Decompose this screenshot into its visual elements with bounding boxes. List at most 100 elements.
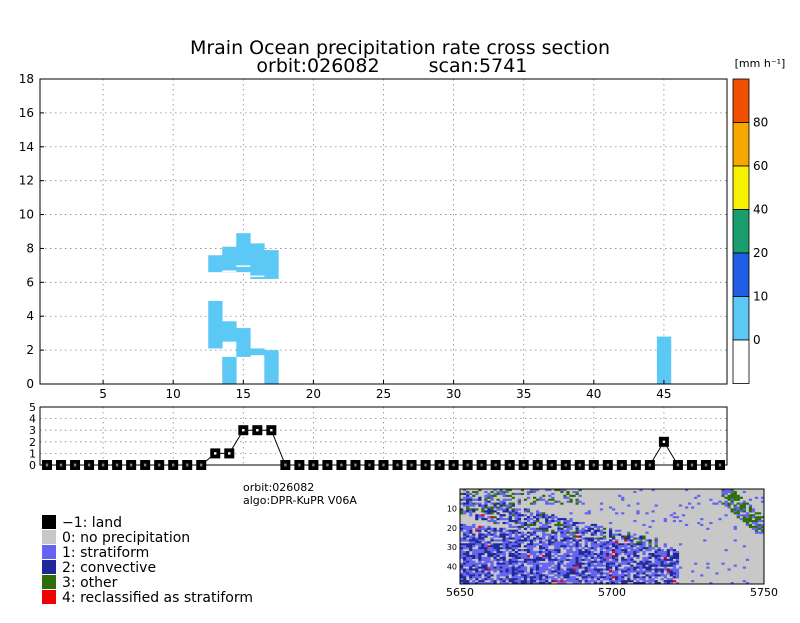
map-cell [496,535,500,538]
map-cell [575,529,579,532]
map-cell [523,578,528,581]
map-cell [526,574,531,577]
map-cell [751,516,756,519]
map-cell [514,562,518,565]
map-cell [593,549,597,552]
map-cell [557,554,561,558]
y-tick-label: 8 [26,241,34,255]
map-cell [584,566,588,569]
map-cell [508,531,512,534]
map-cell [526,523,531,527]
map-cell [648,541,652,544]
map-cell [505,578,509,581]
map-cell [517,518,521,521]
map-cell [557,527,561,530]
map-cell [542,529,546,532]
map-cell [496,578,500,581]
map-cell [469,535,473,538]
map-cell [520,492,525,496]
map-cell [684,523,689,527]
map-cell [545,556,549,559]
map-cell [575,564,579,567]
map-cell [511,541,515,544]
map-cell [526,558,531,561]
map-cell [675,568,680,571]
colorbar-box [732,78,750,123]
map-cell [657,549,661,552]
map-cell [560,545,564,548]
map-cell [502,508,506,511]
map-cell [481,547,485,550]
map-cell [545,502,549,505]
map-cell [566,576,570,579]
map-cell [560,580,564,583]
map-cell [757,531,762,534]
map-cell [688,502,692,505]
map-cell [739,506,743,509]
map-cell [472,541,476,544]
map-cell [615,533,619,536]
map-cell [542,578,546,581]
map-cell [563,529,567,532]
map-cell [475,543,479,546]
map-cell [514,535,518,538]
map-cell [499,543,503,546]
map-cell [590,554,594,558]
map-cell [730,490,734,494]
map-cell [532,543,537,546]
map-cell [499,562,503,565]
map-cell [517,516,521,519]
map-cell [481,558,485,561]
map-cell [618,545,622,548]
map-cell [678,520,683,523]
map-cell [654,554,658,558]
map-cell [645,568,649,571]
map-cell [554,547,558,550]
map-cell [460,547,464,550]
map-cell [654,556,658,559]
map-cell [651,554,655,558]
map-cell [599,525,604,528]
map-cell [593,556,597,559]
map-cell [514,582,518,585]
map-cell [627,533,631,536]
map-cell [484,566,488,569]
map-cell [615,512,619,515]
map-cell [463,574,467,577]
map-cell [627,543,631,546]
map-cell [490,498,494,501]
map-cell [602,551,607,554]
map-cell [493,566,497,569]
map-cell [484,556,488,559]
map-cell [593,533,597,536]
map-cell [745,520,749,523]
map-cell [593,558,597,561]
map-cell [475,518,479,521]
map-cell [493,510,497,513]
map-cell [481,545,485,548]
map-cell [748,498,753,501]
map-cell [472,498,476,501]
map-cell [532,568,537,571]
map-cell [608,566,613,569]
map-cell [520,539,525,542]
map-cell [502,543,506,546]
map-cell [636,510,640,513]
map-cell [587,510,591,513]
map-cell [569,525,573,528]
map-cell [590,580,594,583]
map-cell [505,582,509,585]
map-cell [539,498,543,501]
map-cell [475,539,479,542]
map-cell [520,556,525,559]
map-cell [566,545,570,548]
map-cell [742,504,746,507]
map-cell [463,552,467,556]
map-cell [557,525,561,528]
map-cell [472,574,476,577]
map-cell [578,521,582,525]
map-cell [481,543,485,546]
map-cell [633,520,637,523]
map-cell [502,500,506,503]
